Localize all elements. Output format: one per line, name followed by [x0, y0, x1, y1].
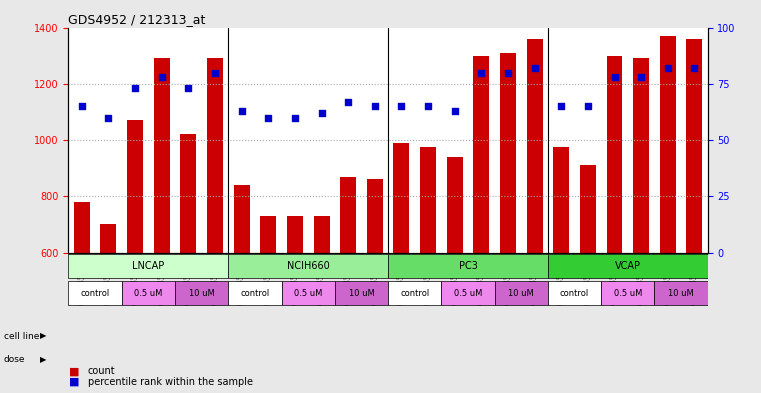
Point	[236, 108, 248, 114]
Text: 0.5 uM: 0.5 uM	[134, 288, 163, 298]
Text: 10 uM: 10 uM	[668, 288, 694, 298]
Point	[129, 85, 142, 92]
Text: 0.5 uM: 0.5 uM	[454, 288, 482, 298]
Text: ▶: ▶	[40, 355, 46, 364]
Point	[289, 114, 301, 121]
Bar	[660, 36, 676, 253]
Point	[502, 70, 514, 76]
Text: cell line: cell line	[4, 332, 39, 340]
Text: ■: ■	[68, 377, 79, 387]
Bar	[500, 53, 516, 253]
FancyBboxPatch shape	[282, 281, 335, 305]
Point	[315, 110, 327, 116]
FancyBboxPatch shape	[441, 281, 495, 305]
Point	[661, 65, 674, 71]
Bar	[260, 216, 276, 253]
FancyBboxPatch shape	[548, 281, 601, 305]
Bar	[580, 165, 596, 253]
Bar	[393, 143, 409, 253]
Bar	[127, 120, 143, 253]
Point	[449, 108, 461, 114]
Text: GDS4952 / 212313_at: GDS4952 / 212313_at	[68, 13, 206, 26]
Bar	[154, 59, 170, 253]
Bar	[287, 216, 303, 253]
FancyBboxPatch shape	[228, 281, 282, 305]
FancyBboxPatch shape	[654, 281, 708, 305]
Bar	[180, 134, 196, 253]
Point	[581, 103, 594, 109]
Text: 0.5 uM: 0.5 uM	[613, 288, 642, 298]
FancyBboxPatch shape	[68, 281, 122, 305]
Text: LNCAP: LNCAP	[132, 261, 164, 271]
Point	[555, 103, 567, 109]
Bar	[234, 185, 250, 253]
FancyBboxPatch shape	[388, 281, 441, 305]
FancyBboxPatch shape	[175, 281, 228, 305]
Bar	[74, 202, 90, 253]
Bar	[686, 39, 702, 253]
Text: 0.5 uM: 0.5 uM	[294, 288, 323, 298]
FancyBboxPatch shape	[601, 281, 654, 305]
Bar	[553, 147, 569, 253]
FancyBboxPatch shape	[548, 254, 708, 278]
Point	[155, 74, 167, 80]
Point	[102, 114, 114, 121]
Bar	[633, 59, 649, 253]
Point	[635, 74, 647, 80]
Point	[688, 65, 700, 71]
Point	[75, 103, 88, 109]
Bar	[420, 147, 436, 253]
Bar	[340, 176, 356, 253]
Bar	[314, 216, 330, 253]
Text: count: count	[88, 366, 115, 376]
Point	[262, 114, 274, 121]
FancyBboxPatch shape	[122, 281, 175, 305]
Text: control: control	[81, 288, 110, 298]
Text: percentile rank within the sample: percentile rank within the sample	[88, 377, 253, 387]
Bar	[527, 39, 543, 253]
Point	[342, 99, 354, 105]
Bar	[367, 179, 383, 253]
Bar	[473, 56, 489, 253]
Point	[422, 103, 434, 109]
FancyBboxPatch shape	[335, 281, 388, 305]
Text: 10 uM: 10 uM	[189, 288, 215, 298]
Text: ▶: ▶	[40, 332, 46, 340]
Bar	[100, 224, 116, 253]
Text: dose: dose	[4, 355, 25, 364]
Text: PC3: PC3	[459, 261, 477, 271]
Text: VCAP: VCAP	[615, 261, 641, 271]
Text: ■: ■	[68, 366, 79, 376]
Text: 10 uM: 10 uM	[508, 288, 534, 298]
Text: control: control	[240, 288, 269, 298]
Point	[182, 85, 194, 92]
Point	[368, 103, 380, 109]
FancyBboxPatch shape	[388, 254, 548, 278]
Bar	[607, 56, 622, 253]
Bar	[447, 157, 463, 253]
Point	[608, 74, 620, 80]
Point	[528, 65, 540, 71]
Text: 10 uM: 10 uM	[349, 288, 374, 298]
FancyBboxPatch shape	[68, 254, 228, 278]
FancyBboxPatch shape	[495, 281, 548, 305]
Text: control: control	[560, 288, 589, 298]
Bar	[207, 59, 223, 253]
Point	[209, 70, 221, 76]
Point	[475, 70, 487, 76]
FancyBboxPatch shape	[228, 254, 388, 278]
Text: control: control	[400, 288, 429, 298]
Text: NCIH660: NCIH660	[287, 261, 330, 271]
Point	[396, 103, 408, 109]
